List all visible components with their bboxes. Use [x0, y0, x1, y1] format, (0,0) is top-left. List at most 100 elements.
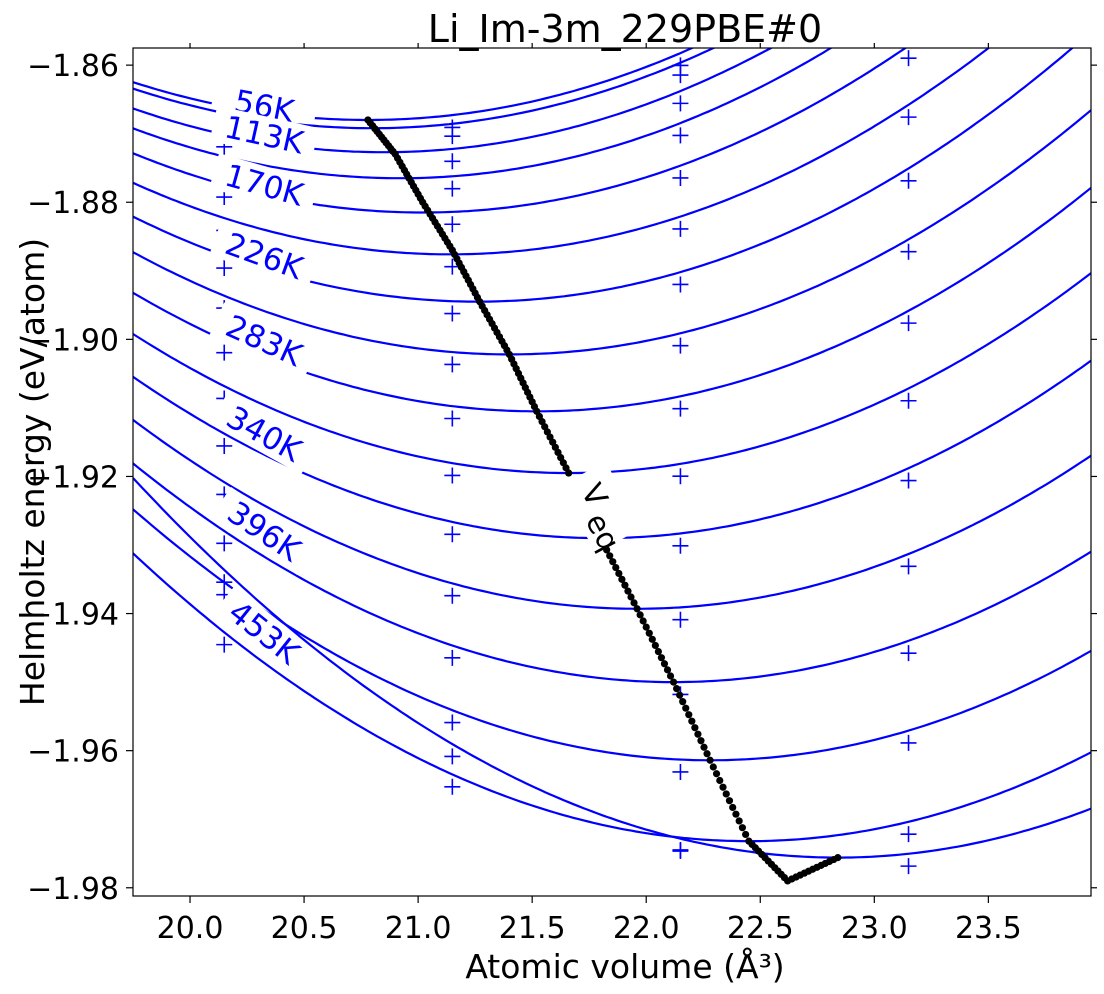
isotherm-curve — [133, 187, 1091, 413]
y-tick-label: −1.90 — [27, 323, 119, 358]
data-marker — [216, 535, 233, 552]
data-marker — [444, 128, 461, 145]
veq-point — [618, 575, 626, 583]
veq-point — [615, 569, 623, 578]
plot-frame — [132, 47, 1092, 897]
veq-point — [642, 623, 650, 631]
veq-point — [716, 776, 724, 785]
veq-point — [709, 763, 717, 771]
veq-point — [691, 724, 699, 732]
veq-point — [719, 783, 727, 791]
data-marker — [672, 95, 689, 112]
veq-point — [654, 647, 662, 656]
veq-point — [627, 593, 635, 601]
data-marker — [444, 153, 461, 170]
veq-point — [712, 770, 721, 778]
isotherm-curve — [133, 508, 1091, 762]
data-marker — [444, 649, 461, 666]
data-marker — [216, 636, 233, 653]
isotherm-label: 340K — [220, 399, 308, 469]
y-tick-label: −1.96 — [27, 735, 119, 770]
data-marker — [672, 67, 689, 84]
y-axis-label: Helmholtz energy (eV/atom) — [13, 238, 52, 706]
veq-point — [738, 824, 746, 832]
veq-point — [630, 599, 638, 607]
isotherm-curve — [133, 552, 1091, 843]
data-marker — [444, 180, 461, 197]
data-marker — [672, 337, 689, 354]
data-marker — [900, 734, 917, 751]
veq-point — [694, 730, 702, 738]
data-marker — [900, 50, 917, 67]
veq-point — [633, 605, 641, 613]
x-tick-label: 22.5 — [727, 911, 794, 946]
veq-point — [700, 743, 708, 751]
data-marker — [444, 305, 461, 322]
y-tick-label: −1.88 — [27, 186, 119, 221]
x-axis-ticks: 20.0 20.5 21.0 21.5 22.0 22.5 23.0 23.5 — [157, 43, 1022, 946]
data-marker — [900, 826, 917, 843]
veq-point — [648, 635, 656, 643]
data-marker — [444, 526, 461, 543]
data-marker — [444, 714, 461, 731]
data-marker — [900, 109, 917, 126]
data-marker — [444, 587, 461, 604]
data-marker — [901, 1, 917, 17]
data-marker — [216, 260, 233, 277]
data-marker — [900, 858, 917, 875]
x-tick-label: 23.0 — [841, 911, 908, 946]
data-marker — [900, 172, 917, 189]
data-marker — [900, 472, 917, 489]
data-marker — [672, 537, 689, 554]
veq-point — [732, 810, 740, 818]
x-tick-label: 23.5 — [955, 911, 1022, 946]
x-tick-label: 20.5 — [271, 911, 338, 946]
veq-point — [612, 563, 620, 572]
y-tick-label: −1.86 — [27, 49, 119, 84]
data-marker — [672, 127, 689, 144]
curve-label-bg — [212, 585, 317, 679]
veq-point — [660, 660, 669, 668]
veq-point — [725, 797, 734, 805]
isotherm-curve — [133, 419, 1091, 610]
curve-label-bg — [211, 487, 318, 575]
x-tick-label: 21.5 — [499, 911, 566, 946]
data-marker — [900, 243, 917, 260]
isotherm-curve — [133, 48, 833, 180]
veq-point — [639, 617, 647, 625]
veq-point — [673, 685, 681, 693]
data-marker — [216, 344, 233, 361]
data-marker — [444, 216, 461, 233]
veq-point — [624, 587, 632, 595]
isotherm-curve — [133, 462, 1091, 684]
veq-point — [735, 817, 743, 825]
data-marker — [444, 467, 461, 484]
veq-point — [697, 737, 705, 745]
curve-label-bg — [209, 105, 319, 164]
isotherm-curve — [133, 48, 991, 256]
data-marker — [672, 220, 689, 237]
veq-point — [609, 558, 617, 566]
isotherm-curve — [133, 109, 1091, 356]
curve-label-bg — [210, 392, 319, 475]
data-marker — [900, 315, 917, 332]
chart-title: Li_Im-3m_229PBE#0 — [428, 7, 822, 51]
x-tick-label: 20.0 — [157, 911, 224, 946]
x-axis-label: Atomic volume (Å³) — [465, 946, 784, 986]
veq-point — [603, 546, 611, 554]
veq-point — [682, 704, 690, 712]
data-marker — [216, 437, 233, 454]
veq-point — [685, 711, 693, 719]
veq-label-bg — [559, 461, 642, 554]
veq-point — [703, 750, 711, 758]
y-tick-label: −1.94 — [27, 598, 119, 633]
veq-point — [565, 469, 573, 477]
veq-point — [657, 654, 666, 662]
veq-point — [669, 678, 678, 686]
isotherm-label: 170K — [221, 158, 308, 214]
data-marker — [672, 400, 689, 417]
data-marker — [672, 611, 689, 628]
veq-point — [606, 552, 614, 560]
